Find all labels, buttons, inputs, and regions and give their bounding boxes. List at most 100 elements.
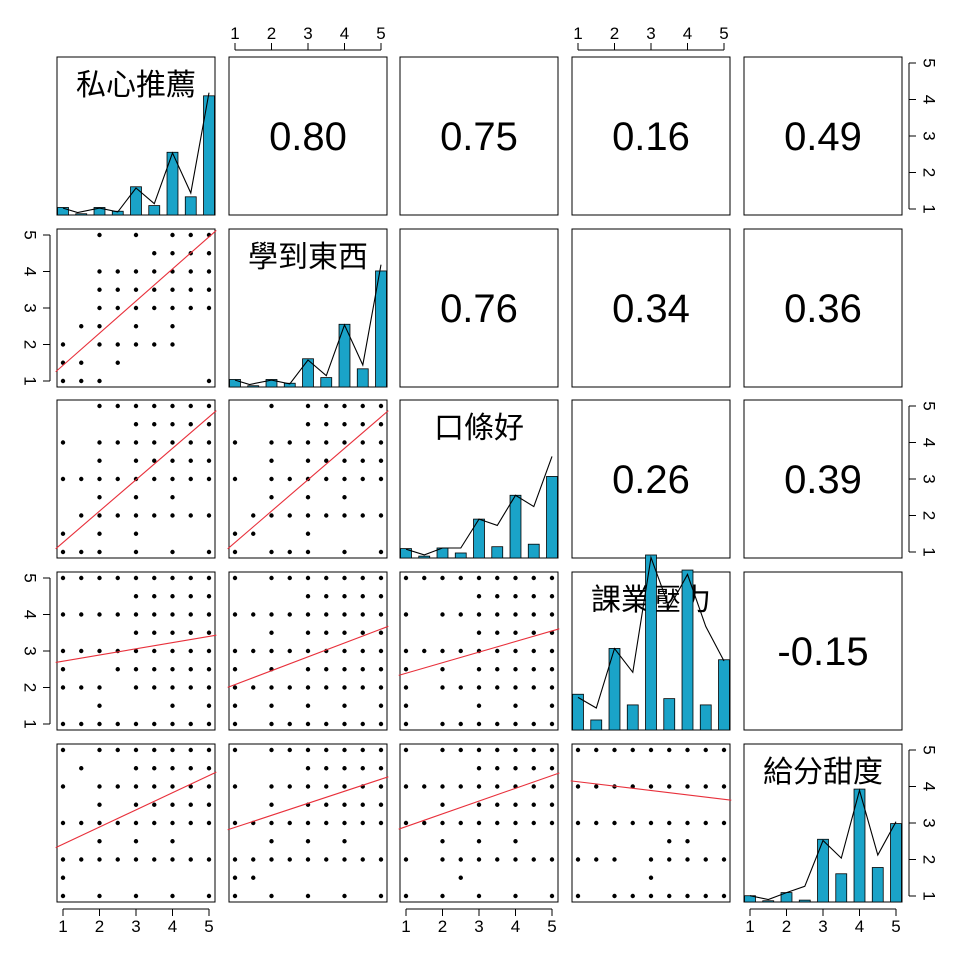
scatter-point — [188, 305, 193, 311]
scatter-point — [60, 857, 66, 862]
scatter-point — [152, 648, 157, 654]
scatter-point — [342, 667, 347, 672]
scatter-point — [549, 820, 555, 826]
scatter-point — [324, 766, 329, 771]
scatter-point — [60, 648, 66, 654]
scatter-point — [324, 612, 329, 617]
scatter-point — [287, 513, 292, 518]
scatter-point — [97, 721, 102, 727]
scatter-point — [305, 784, 311, 789]
scatter-point — [531, 721, 536, 727]
scatter-point — [513, 802, 518, 807]
scatter-point — [378, 784, 384, 789]
scatter-point — [115, 513, 120, 518]
scatter-point — [269, 747, 274, 753]
scatter-point — [79, 476, 84, 482]
scatter-point — [188, 648, 193, 654]
correlation-value: 0.39 — [784, 458, 862, 502]
scatter-point — [342, 820, 347, 826]
x-tick-label: 5 — [547, 917, 556, 936]
x-tick-label: 4 — [340, 24, 349, 43]
panel-r1-c4 — [743, 228, 903, 388]
scatter-point — [152, 251, 157, 256]
scatter-point — [133, 820, 139, 826]
scatter-point — [549, 802, 555, 807]
scatter-point — [232, 875, 238, 880]
scatter-point — [79, 820, 84, 826]
x-tick-label: 2 — [782, 917, 791, 936]
scatter-point — [97, 458, 102, 463]
panel-r0-c1 — [228, 56, 388, 216]
scatter-point — [458, 784, 463, 789]
scatter-point — [188, 422, 193, 427]
histogram-bar — [130, 186, 142, 216]
scatter-point — [97, 575, 102, 581]
scatter-point — [188, 458, 193, 463]
density-curve — [405, 456, 553, 556]
scatter-point — [269, 820, 274, 826]
scatter-point — [378, 513, 384, 518]
scatter-point — [342, 703, 347, 708]
scatter-point — [170, 305, 175, 311]
scatter-point — [360, 802, 365, 807]
y-tick-label: 3 — [920, 131, 939, 140]
scatter-point — [305, 513, 311, 518]
scatter-point — [251, 648, 256, 654]
scatter-point — [630, 784, 635, 789]
scatter-point — [269, 495, 274, 500]
scatter-point — [133, 630, 139, 635]
scatter-point — [133, 648, 139, 654]
scatter-point — [403, 820, 409, 826]
scatter-point — [513, 820, 518, 826]
scatter-point — [133, 766, 139, 771]
density-curve — [577, 555, 725, 709]
scatter-point — [440, 721, 445, 727]
scatter-point — [305, 893, 311, 899]
scatter-point — [324, 802, 329, 807]
panel-r2-c0 — [56, 399, 216, 559]
scatter-point — [152, 594, 157, 599]
scatter-point — [549, 648, 555, 654]
scatter-point — [206, 857, 212, 862]
scatter-point — [152, 476, 157, 482]
scatter-point — [513, 667, 518, 672]
histogram-bar — [798, 899, 811, 903]
scatter-point — [513, 630, 518, 635]
scatter-point — [206, 575, 212, 581]
scatter-point — [305, 721, 311, 727]
scatter-point — [305, 422, 311, 427]
scatter-point — [685, 747, 690, 753]
scatter-point — [342, 766, 347, 771]
scatter-point — [305, 549, 311, 555]
scatter-point — [476, 839, 482, 844]
scatter-point — [721, 857, 727, 862]
scatter-point — [458, 685, 463, 690]
scatter-point — [269, 440, 274, 445]
scatter-point — [324, 857, 329, 862]
panel-r4-c1 — [228, 743, 388, 903]
scatter-point — [403, 667, 409, 672]
panel-r0-c4 — [743, 56, 903, 216]
scatter-point — [269, 685, 274, 690]
x-tick-label: 3 — [818, 917, 827, 936]
scatter-point — [206, 802, 212, 807]
y-tick-label: 5 — [920, 745, 939, 754]
scatter-point — [360, 721, 365, 727]
scatter-point — [305, 703, 311, 708]
scatter-point — [133, 612, 139, 617]
x-tick-label: 3 — [646, 24, 655, 43]
scatter-point — [133, 269, 139, 274]
scatter-point — [305, 458, 311, 463]
correlation-value: 0.34 — [612, 287, 690, 331]
scatter-point — [287, 575, 292, 581]
scatter-point — [269, 721, 274, 727]
scatter-point — [531, 685, 536, 690]
panel-r1-c0 — [56, 228, 216, 388]
scatter-point — [97, 531, 102, 536]
scatter-point — [170, 232, 175, 238]
scatter-point — [575, 893, 581, 899]
histogram-bar — [546, 476, 558, 559]
scatter-point — [324, 721, 329, 727]
scatter-point — [378, 820, 384, 826]
scatter-point — [97, 440, 102, 445]
